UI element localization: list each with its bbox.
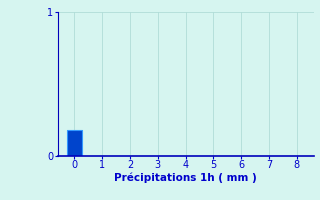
Bar — [67, 130, 82, 156]
X-axis label: Précipitations 1h ( mm ): Précipitations 1h ( mm ) — [114, 173, 257, 183]
